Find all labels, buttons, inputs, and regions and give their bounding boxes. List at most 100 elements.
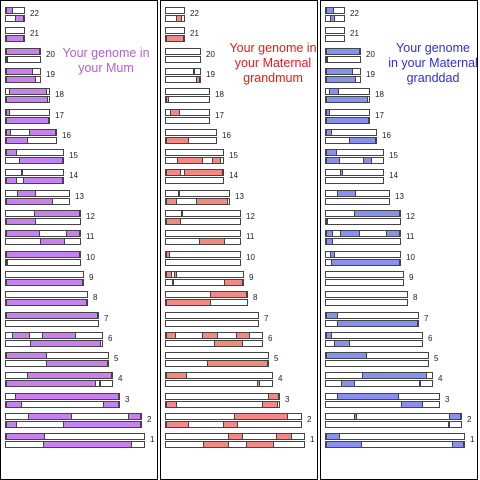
- chromosome-pair-7: 7: [325, 312, 439, 330]
- inherited-segment: [206, 361, 268, 366]
- chromosome-pair-3: 3: [5, 393, 140, 411]
- inherited-segment: [354, 414, 358, 419]
- chromosome-pair-1: 1: [325, 433, 480, 451]
- chromosome-copy-b: [325, 117, 370, 124]
- chromosome-label: 4: [278, 374, 283, 383]
- chromosome-copy-b: [165, 177, 224, 184]
- chromosome-pair-21: 21: [325, 27, 365, 45]
- chromosome-pair-16: 16: [165, 129, 237, 147]
- chromosome-pair-8: 8: [325, 291, 428, 309]
- chromosome-label: 9: [89, 273, 94, 282]
- inherited-segment: [6, 231, 41, 236]
- chromosome-copy-a: [5, 88, 50, 95]
- chromosome-pair-14: 14: [5, 169, 84, 187]
- chromosome-pair-15: 15: [5, 149, 84, 167]
- chromosome-copy-a: [165, 7, 185, 14]
- inherited-segment: [166, 36, 184, 41]
- chromosome-copy-a: [165, 129, 217, 136]
- chromosome-copy-a: [165, 312, 259, 319]
- chromosome-label: 12: [246, 212, 255, 221]
- chromosome-pair-4: 4: [5, 372, 133, 390]
- chromosome-label: 2: [467, 415, 472, 424]
- chromosome-copy-a: [165, 68, 201, 75]
- chromosome-pair-3: 3: [165, 393, 300, 411]
- chromosome-copy-a: [5, 149, 64, 156]
- chromosome-copy-b: [5, 157, 64, 164]
- inherited-segment: [27, 414, 73, 419]
- chromosome-pair-8: 8: [165, 291, 268, 309]
- inherited-segment: [326, 333, 332, 338]
- inherited-segment: [214, 341, 243, 346]
- inherited-segment: [6, 434, 45, 439]
- chromosome-copy-b: [165, 340, 263, 347]
- inherited-segment: [99, 381, 102, 386]
- chromosome-pair-6: 6: [325, 332, 443, 350]
- inherited-segment: [326, 219, 328, 224]
- chromosome-copy-b: [165, 15, 185, 22]
- chromosome-pair-21: 21: [165, 27, 205, 45]
- chromosome-label: 11: [246, 232, 255, 241]
- chromosome-pair-6: 6: [165, 332, 283, 350]
- chromosome-label: 16: [62, 131, 71, 140]
- chromosome-pair-5: 5: [325, 352, 449, 370]
- chromosome-copy-a: [5, 48, 41, 55]
- inherited-segment: [6, 219, 36, 224]
- inherited-segment: [419, 381, 422, 386]
- chromosome-label: 17: [55, 111, 64, 120]
- chromosome-label: 4: [118, 374, 123, 383]
- inherited-segment: [6, 130, 11, 135]
- chromosome-copy-b: [5, 360, 109, 367]
- inherited-segment: [329, 16, 336, 21]
- inherited-segment: [15, 394, 119, 399]
- chromosome-copy-a: [165, 393, 280, 400]
- chromosome-label: 1: [150, 435, 155, 444]
- chromosome-pair-4: 4: [165, 372, 293, 390]
- chromosome-copy-a: [5, 190, 70, 197]
- chromosome-label: 9: [249, 273, 254, 282]
- chromosome-pair-7: 7: [165, 312, 279, 330]
- inherited-segment: [246, 442, 274, 447]
- chromosome-label: 14: [389, 171, 398, 180]
- chromosome-label: 2: [147, 415, 152, 424]
- chromosome-copy-b: [165, 441, 305, 448]
- inherited-segment: [203, 442, 230, 447]
- chromosome-copy-b: [325, 279, 404, 286]
- chromosome-pair-1: 1: [5, 433, 165, 451]
- chromosome-copy-b: [165, 76, 201, 83]
- inherited-segment: [6, 49, 40, 54]
- inherited-segment: [11, 333, 30, 338]
- chromosome-copy-a: [325, 48, 361, 55]
- inherited-segment: [6, 422, 17, 427]
- chromosome-label: 1: [470, 435, 475, 444]
- inherited-segment: [180, 211, 183, 216]
- inherited-segment: [166, 272, 173, 277]
- inherited-segment: [6, 110, 11, 115]
- chromosome-pair-9: 9: [5, 271, 104, 289]
- chromosome-pair-21: 21: [5, 27, 45, 45]
- chromosome-pair-10: 10: [5, 251, 101, 269]
- chromosome-label: 15: [389, 151, 398, 160]
- chromosome-copy-a: [325, 372, 433, 379]
- chromosome-copy-b: [325, 421, 462, 428]
- chromosome-pair-22: 22: [165, 7, 205, 25]
- inherited-segment: [328, 89, 339, 94]
- chromosome-pair-15: 15: [165, 149, 244, 167]
- chromosome-pair-18: 18: [5, 88, 70, 106]
- inherited-segment: [199, 239, 226, 244]
- chromosome-label: 13: [75, 192, 84, 201]
- panel-title-granddad: Your genome in your Maternal granddad: [388, 41, 478, 85]
- inherited-segment: [6, 353, 47, 358]
- chromosome-label: 20: [46, 50, 55, 59]
- chromosome-copy-a: [165, 271, 244, 278]
- chromosome-pair-5: 5: [165, 352, 289, 370]
- chromosome-pair-16: 16: [325, 129, 397, 147]
- inherited-segment: [173, 272, 177, 277]
- chromosome-copy-a: [325, 251, 401, 258]
- inherited-segment: [331, 260, 400, 265]
- inherited-segment: [326, 150, 338, 155]
- chromosome-copy-a: [325, 169, 384, 176]
- inherited-segment: [166, 333, 176, 338]
- chromosome-copy-b: [165, 320, 259, 327]
- inherited-segment: [195, 199, 228, 204]
- inherited-segment: [448, 414, 461, 419]
